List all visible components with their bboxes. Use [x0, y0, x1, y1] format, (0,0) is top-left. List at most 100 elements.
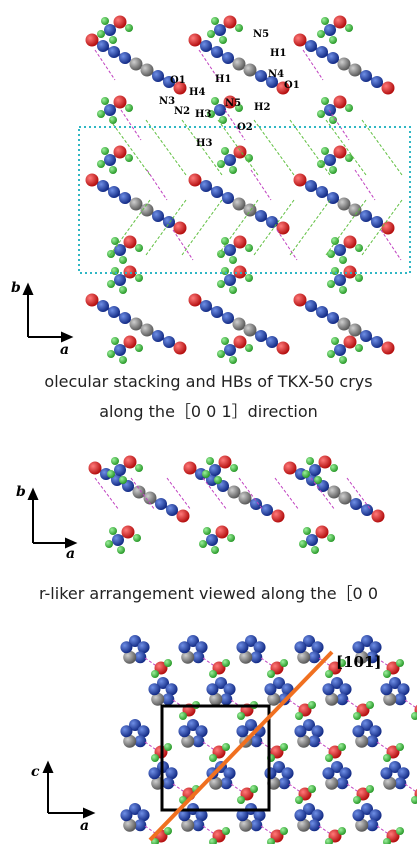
atom-o	[315, 525, 329, 539]
atom-c	[355, 650, 369, 664]
atom-h	[280, 743, 288, 751]
atom-n	[360, 330, 372, 342]
atom-n	[322, 683, 335, 696]
atom-h	[179, 712, 187, 720]
hydrogen-bond	[217, 199, 259, 256]
atom-h	[221, 237, 229, 245]
atom-c	[297, 734, 311, 748]
atom-n	[327, 312, 339, 324]
atom-o	[123, 335, 137, 349]
atom-c	[243, 323, 257, 337]
atom-n	[195, 809, 208, 822]
atom-n	[334, 274, 346, 286]
axes-panel3	[42, 760, 96, 819]
atom-c	[383, 776, 397, 790]
hydrogen-bond	[238, 477, 264, 511]
atom-c	[338, 491, 352, 505]
atom-o	[233, 145, 247, 159]
atom-h	[317, 30, 325, 38]
atom-label-h1-mid: H1	[215, 74, 231, 85]
atom-n	[294, 641, 307, 654]
atom-n	[206, 534, 218, 546]
atom-n	[264, 683, 277, 696]
atom-h	[345, 104, 353, 112]
atom-h	[331, 337, 339, 345]
atom-n	[137, 641, 150, 654]
hydrogen-bond	[346, 477, 372, 511]
atom-n	[339, 683, 352, 696]
hydrogen-bond	[202, 477, 228, 511]
atom-h	[97, 110, 105, 118]
atom-h	[151, 754, 159, 762]
atom-n	[206, 683, 219, 696]
atom-n	[316, 46, 328, 58]
atom-n	[236, 809, 249, 822]
direction-line-101	[148, 650, 334, 842]
hydrogen-bond	[145, 199, 187, 256]
atom-h	[303, 527, 311, 535]
hydrogen-bond	[181, 119, 223, 176]
atom-h	[199, 540, 207, 548]
atom-h	[135, 344, 143, 352]
atom-n	[281, 767, 294, 780]
atom-n	[157, 677, 169, 689]
hydrogen-bond	[328, 109, 350, 141]
atom-h	[280, 827, 288, 835]
atom-h	[222, 743, 230, 751]
atom-o	[113, 145, 127, 159]
atom-n	[305, 300, 317, 312]
atom-n	[339, 767, 352, 780]
atom-h	[329, 36, 337, 44]
atom-n	[187, 719, 199, 731]
atom-h	[366, 701, 374, 709]
atom-n	[327, 192, 339, 204]
atom-n	[294, 725, 307, 738]
atom-n	[220, 777, 233, 790]
atom-c	[132, 485, 146, 499]
atom-h	[295, 712, 303, 720]
atom-n	[114, 464, 126, 476]
atom-h	[117, 546, 125, 554]
atom-o	[85, 293, 99, 307]
atom-h	[396, 827, 404, 835]
atom-n	[255, 210, 267, 222]
atom-h	[325, 838, 333, 844]
atom-o	[333, 15, 347, 29]
axes-panel1	[22, 282, 74, 343]
atom-c	[227, 485, 241, 499]
atom-n	[200, 300, 212, 312]
hydrogen-bond	[302, 49, 324, 81]
caption-panel2: r-liker arrangement viewed along the［0 0	[38, 584, 379, 603]
atom-o	[113, 15, 127, 29]
atom-o	[293, 33, 307, 47]
atom-h	[229, 286, 237, 294]
atom-h	[219, 36, 227, 44]
atom-n	[245, 635, 257, 647]
atom-n	[214, 104, 226, 116]
atom-n	[369, 809, 382, 822]
caption-panel1-line2: along the［0 0 1］direction	[99, 402, 318, 421]
atom-o	[123, 455, 137, 469]
atom-h	[211, 546, 219, 554]
atom-n	[108, 306, 120, 318]
atom-n	[134, 819, 147, 832]
atom-c	[337, 57, 351, 71]
atom-n	[250, 651, 263, 664]
hydrogen-bond	[354, 169, 376, 201]
atom-h	[125, 154, 133, 162]
atom-h	[109, 36, 117, 44]
hydrogen-bond	[361, 119, 403, 176]
hydrogen-bond	[250, 169, 272, 201]
atom-n	[222, 312, 234, 324]
atom-h	[97, 160, 105, 168]
atom-n	[380, 767, 393, 780]
atom-n	[129, 635, 141, 647]
atom-label-n2: N2	[174, 106, 190, 117]
atom-h	[217, 250, 225, 258]
atom-h	[119, 256, 127, 264]
hydrogen-bond	[94, 49, 116, 81]
atom-h	[338, 659, 346, 667]
atom-label-o2: O2	[237, 122, 253, 133]
atom-h	[411, 712, 417, 720]
atom-h	[250, 785, 258, 793]
